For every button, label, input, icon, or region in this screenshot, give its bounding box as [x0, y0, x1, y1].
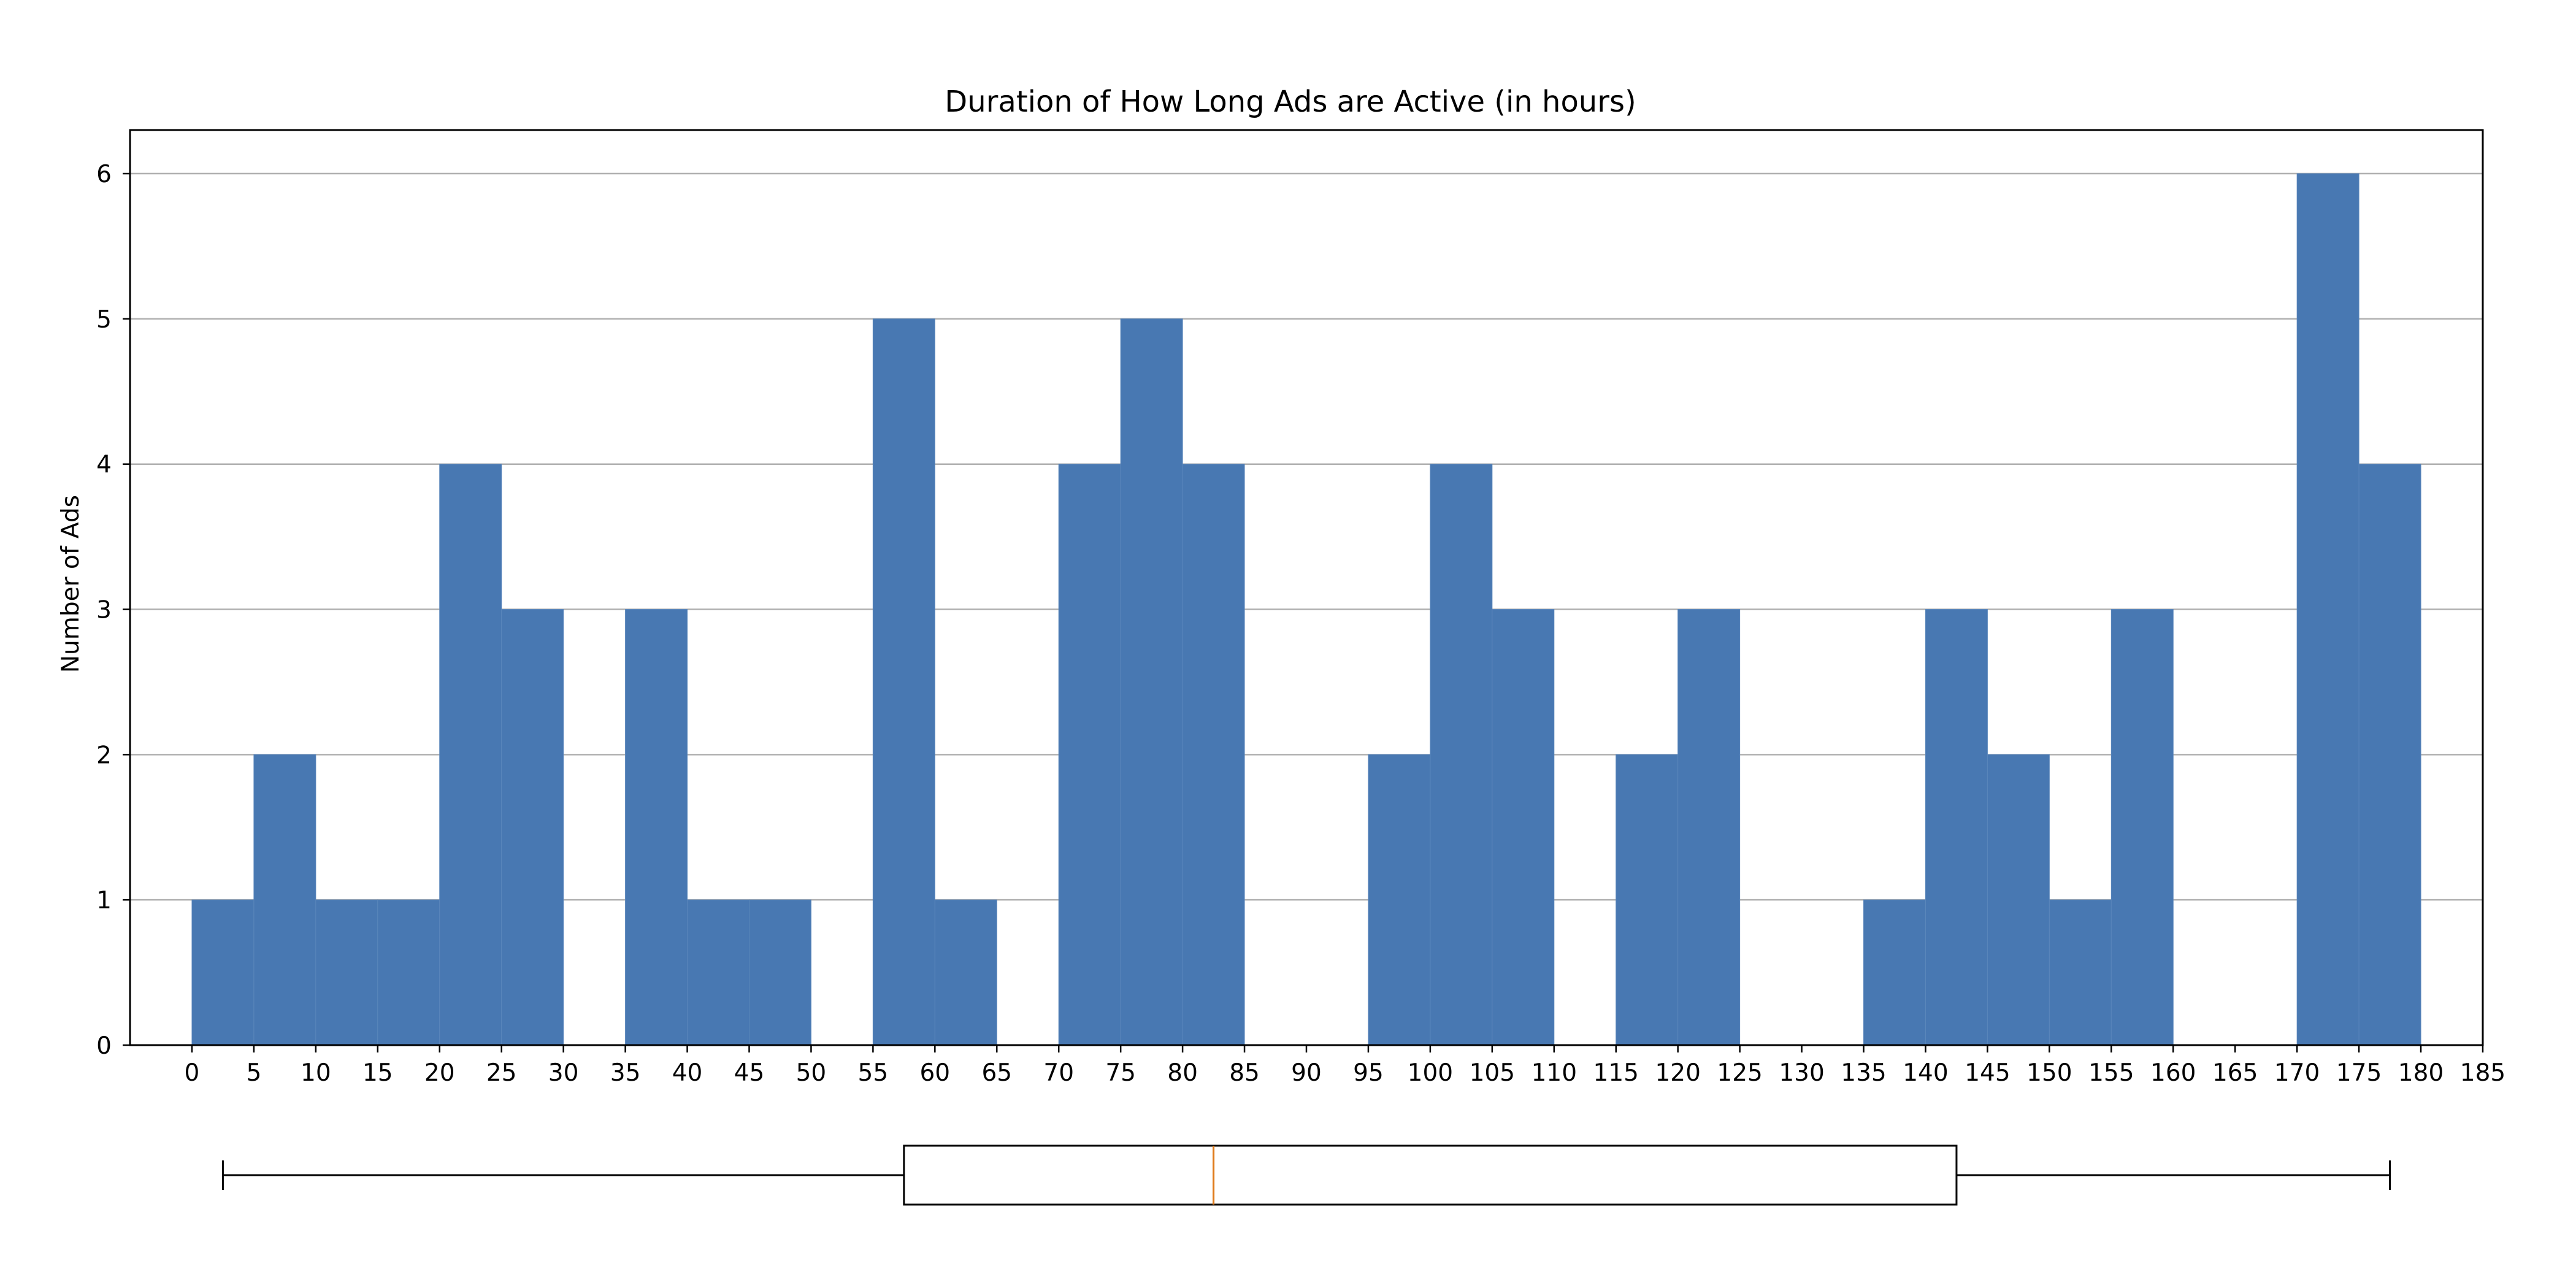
x-tick-label: 5 [246, 1059, 261, 1087]
x-tick-label: 145 [1965, 1059, 2010, 1087]
y-axis-label: Number of Ads [57, 495, 85, 673]
histogram-bar [1430, 464, 1493, 1046]
y-tick-label: 1 [96, 887, 112, 914]
x-tick-label: 135 [1841, 1059, 1886, 1087]
x-tick-label: 20 [424, 1059, 455, 1087]
x-tick-label: 70 [1043, 1059, 1074, 1087]
y-tick-label: 0 [96, 1032, 112, 1060]
histogram-bar [748, 899, 811, 1046]
x-tick-label: 10 [301, 1059, 331, 1087]
x-tick-label: 45 [734, 1059, 765, 1087]
x-tick-label: 30 [548, 1059, 579, 1087]
x-tick-label: 90 [1291, 1059, 1322, 1087]
histogram-bar [687, 899, 749, 1046]
x-tick-label: 110 [1531, 1059, 1577, 1087]
x-tick-label: 75 [1105, 1059, 1136, 1087]
histogram-bar [1925, 609, 1988, 1046]
histogram-bar [315, 899, 378, 1046]
histogram-chart: Duration of How Long Ads are Active (in … [57, 85, 2505, 1087]
x-tick-label: 0 [185, 1059, 200, 1087]
histogram-bar [625, 609, 688, 1046]
histogram-bar [1492, 609, 1555, 1046]
histogram-bar [1987, 754, 2050, 1046]
x-tick-label: 25 [486, 1059, 517, 1087]
histogram-bar [377, 899, 440, 1046]
x-tick-label: 115 [1593, 1059, 1639, 1087]
x-tick-label: 155 [2088, 1059, 2134, 1087]
histogram-bar [1863, 899, 1926, 1046]
x-tick-label: 40 [672, 1059, 703, 1087]
boxplot-box [903, 1144, 1958, 1206]
histogram-bar [191, 899, 255, 1046]
histogram-bar [501, 609, 564, 1046]
histogram-bar [2296, 173, 2359, 1046]
x-axis-ticks: 0 5 10 15 20 25 30 35 40 45 50 55 60 65 70 75 80 85 90 95 10… [185, 1045, 2505, 1087]
x-tick-label: 105 [1470, 1059, 1515, 1087]
x-tick-label: 165 [2212, 1059, 2258, 1087]
histogram-bar [2358, 464, 2421, 1046]
histogram-bar [253, 754, 316, 1046]
x-tick-label: 55 [858, 1059, 889, 1087]
histogram-bar [2049, 899, 2112, 1046]
x-tick-label: 160 [2150, 1059, 2196, 1087]
histogram-bar [2110, 609, 2174, 1046]
x-tick-label: 95 [1353, 1059, 1384, 1087]
x-tick-label: 50 [796, 1059, 827, 1087]
x-tick-label: 120 [1655, 1059, 1700, 1087]
x-tick-label: 130 [1779, 1059, 1824, 1087]
x-tick-label: 80 [1167, 1059, 1198, 1087]
x-tick-label: 60 [919, 1059, 950, 1087]
y-tick-label: 6 [96, 161, 112, 188]
y-tick-label: 4 [96, 451, 112, 479]
x-tick-label: 100 [1408, 1059, 1453, 1087]
histogram-bar [439, 464, 502, 1046]
histogram-bar [1182, 464, 1245, 1046]
x-tick-label: 150 [2026, 1059, 2072, 1087]
x-tick-label: 65 [981, 1059, 1012, 1087]
histogram-bar [1677, 609, 1741, 1046]
y-tick-label: 5 [96, 306, 112, 334]
y-axis-ticks: 0 1 2 3 4 5 6 [96, 161, 130, 1060]
x-tick-label: 180 [2398, 1059, 2444, 1087]
x-tick-label: 185 [2460, 1059, 2505, 1087]
x-tick-label: 140 [1903, 1059, 1948, 1087]
x-tick-label: 85 [1229, 1059, 1260, 1087]
histogram-bar [1368, 754, 1431, 1046]
x-tick-label: 175 [2336, 1059, 2382, 1087]
x-tick-label: 15 [362, 1059, 393, 1087]
histogram-bar [1058, 464, 1121, 1046]
x-tick-label: 35 [610, 1059, 641, 1087]
x-tick-label: 125 [1717, 1059, 1762, 1087]
histogram-bar [872, 318, 935, 1046]
histogram-bar [934, 899, 997, 1046]
x-tick-label: 170 [2274, 1059, 2320, 1087]
histogram-bar [1120, 318, 1183, 1046]
y-tick-label: 3 [96, 597, 112, 624]
chart-title: Duration of How Long Ads are Active (in … [945, 85, 1636, 119]
y-tick-label: 2 [96, 742, 112, 769]
histogram-bar [1616, 754, 1679, 1046]
histogram-bars [191, 173, 2421, 1046]
boxplot-chart [221, 1144, 2391, 1206]
